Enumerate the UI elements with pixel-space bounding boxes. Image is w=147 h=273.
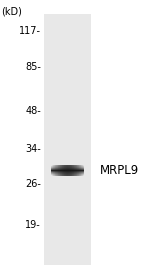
Text: 34-: 34- [25, 144, 41, 154]
Bar [62, 165, 63, 176]
Bar [77, 165, 78, 176]
Bar [44, 14, 91, 265]
Text: 26-: 26- [25, 179, 41, 189]
Text: 19-: 19- [25, 220, 41, 230]
Text: (kD): (kD) [1, 7, 22, 17]
Bar [63, 165, 64, 176]
Bar [73, 165, 74, 176]
Bar [79, 165, 80, 176]
Bar [82, 165, 83, 176]
Bar [69, 165, 70, 176]
Bar [58, 165, 59, 176]
Text: MRPL9: MRPL9 [100, 164, 139, 177]
Bar [70, 165, 71, 176]
Bar [81, 165, 82, 176]
Bar [57, 165, 58, 176]
Bar [68, 165, 69, 176]
Bar [83, 165, 84, 176]
Bar [74, 165, 75, 176]
Bar [66, 165, 67, 176]
Text: 85-: 85- [25, 62, 41, 72]
Bar [51, 165, 52, 176]
Bar [80, 165, 81, 176]
Bar [72, 165, 73, 176]
Bar [53, 165, 54, 176]
Bar [65, 165, 66, 176]
Bar [55, 165, 56, 176]
Bar [71, 165, 72, 176]
Bar [75, 165, 76, 176]
Bar [78, 165, 79, 176]
Bar [59, 165, 60, 176]
Bar [76, 165, 77, 176]
Bar [60, 165, 61, 176]
Bar [67, 165, 68, 176]
Bar [64, 165, 65, 176]
Bar [52, 165, 53, 176]
Bar [54, 165, 55, 176]
Text: 48-: 48- [25, 106, 41, 115]
Text: 117-: 117- [19, 26, 41, 36]
Bar [56, 165, 57, 176]
Bar [61, 165, 62, 176]
Bar [76, 165, 77, 176]
